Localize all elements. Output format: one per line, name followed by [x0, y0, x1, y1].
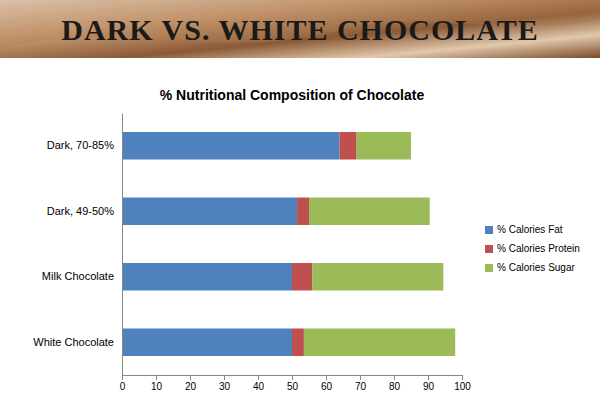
x-tick-label: 20 — [185, 381, 197, 392]
bar — [357, 132, 411, 160]
legend-item: % Calories Sugar — [485, 262, 575, 273]
y-tick: Dark, 70-85% — [47, 139, 122, 151]
legend-swatch — [485, 264, 493, 272]
legend-label: % Calories Protein — [497, 243, 580, 254]
legend-item: % Calories Protein — [485, 243, 580, 254]
x-tick-mark — [224, 375, 225, 380]
x-tick-label: 70 — [355, 381, 367, 392]
x-tick-label: 50 — [287, 381, 299, 392]
x-tick-label: 80 — [389, 381, 401, 392]
x-tick-mark — [292, 375, 293, 380]
bar — [309, 197, 430, 225]
series — [122, 132, 340, 356]
x-tick: 0 — [120, 375, 126, 392]
x-tick-label: 0 — [120, 381, 126, 392]
legend-item: % Calories Fat — [485, 224, 563, 235]
x-tick-mark — [156, 375, 157, 380]
x-tick-mark — [258, 375, 259, 380]
x-tick-mark — [122, 375, 123, 380]
legend-label: % Calories Sugar — [497, 262, 575, 273]
x-tick: 100 — [454, 375, 471, 392]
header-swirl — [0, 0, 600, 48]
x-tick-mark — [326, 375, 327, 380]
legend-swatch — [485, 245, 493, 253]
bar — [312, 263, 443, 291]
x-tick: 80 — [389, 375, 401, 392]
x-tick: 60 — [321, 375, 333, 392]
chart-title: % Nutritional Composition of Chocolate — [160, 87, 425, 103]
bar — [304, 328, 455, 356]
x-tick-label: 100 — [454, 381, 471, 392]
x-tick-mark — [462, 375, 463, 380]
x-tick-mark — [428, 375, 429, 380]
bar — [340, 132, 357, 160]
x-tick-label: 60 — [321, 381, 333, 392]
x-tick-mark — [190, 375, 191, 380]
x-tick-mark — [394, 375, 395, 380]
x-tick: 30 — [219, 375, 231, 392]
y-tick: Milk Chocolate — [42, 270, 122, 282]
x-tick: 10 — [151, 375, 163, 392]
bars — [122, 132, 455, 356]
legend-swatch — [485, 226, 493, 234]
bar — [122, 132, 340, 160]
bar — [297, 197, 309, 225]
x-tick: 50 — [287, 375, 299, 392]
bar — [122, 197, 297, 225]
y-axis-line — [122, 114, 123, 376]
y-tick-label: White Chocolate — [33, 336, 114, 348]
header-background — [0, 0, 600, 58]
x-tick-label: 40 — [253, 381, 265, 392]
header-title: DARK VS. WHITE CHOCOLATE — [61, 13, 538, 46]
x-tick-mark — [360, 375, 361, 380]
bar — [292, 328, 304, 356]
legend-label: % Calories Fat — [497, 224, 563, 235]
legend: % Calories Fat % Calories Protein % Calori… — [485, 224, 580, 273]
x-axis: 0 10 20 30 40 50 60 70 80 90 100 — [120, 375, 472, 392]
series — [292, 132, 357, 356]
x-tick-label: 30 — [219, 381, 231, 392]
chart-svg: DARK VS. WHITE CHOCOLATE % Nutritional Co… — [0, 0, 600, 398]
x-tick-label: 10 — [151, 381, 163, 392]
y-tick: Dark, 49-50% — [47, 205, 122, 217]
y-tick-label: Milk Chocolate — [42, 270, 114, 282]
y-tick: White Chocolate — [33, 336, 122, 348]
y-tick-label: Dark, 70-85% — [47, 139, 114, 151]
x-tick-label: 90 — [423, 381, 435, 392]
bar — [122, 263, 292, 291]
x-tick: 70 — [355, 375, 367, 392]
x-tick: 90 — [423, 375, 435, 392]
y-axis: Dark, 70-85% Dark, 49-50% Milk Chocolate Wh… — [33, 114, 122, 376]
y-tick-label: Dark, 49-50% — [47, 205, 114, 217]
x-tick: 40 — [253, 375, 265, 392]
bar — [122, 328, 292, 356]
bar — [292, 263, 312, 291]
series — [304, 132, 455, 356]
x-tick: 20 — [185, 375, 197, 392]
